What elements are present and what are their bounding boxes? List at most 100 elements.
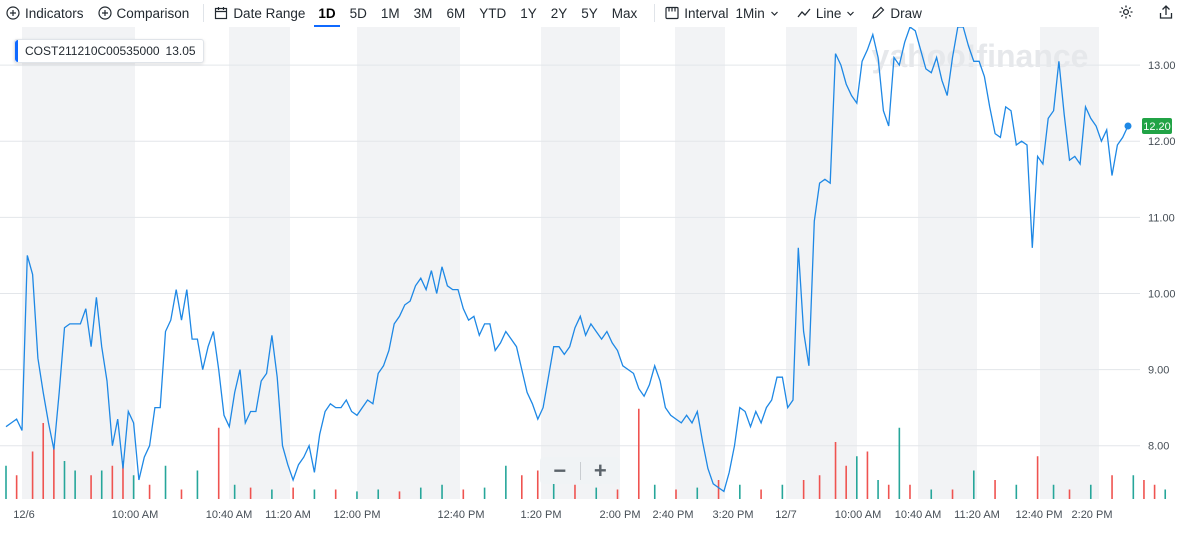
interval-value: 1Min: [735, 5, 765, 21]
comparison-label: Comparison: [116, 5, 190, 21]
legend-symbol-box[interactable]: COST211210C00535000 13.05: [14, 39, 204, 63]
interval-label: Interval: [684, 5, 729, 21]
interval-icon: [665, 6, 679, 20]
x-tick-label: 10:40 AM: [206, 509, 252, 521]
range-2y[interactable]: 2Y: [550, 5, 568, 21]
chart-area[interactable]: yahoo!finance 8.00 9.00 10.00 11.00 12.00 13.…: [0, 25, 1184, 529]
x-tick-label: 10:00 AM: [835, 509, 881, 521]
volume-bar: [441, 484, 443, 499]
volume-bar: [834, 442, 837, 499]
volume-bar: [675, 489, 677, 499]
x-tick-label: 10:40 AM: [895, 509, 941, 521]
comparison-button[interactable]: Comparison: [97, 5, 190, 21]
volume-bar: [994, 480, 996, 499]
range-selector: 1D 5D 1M 3M 6M YTD 1Y 2Y 5Y Max: [311, 5, 644, 27]
range-5d[interactable]: 5D: [349, 5, 367, 21]
volume-bar: [595, 487, 598, 499]
chevron-down-icon: [770, 11, 778, 16]
range-1d[interactable]: 1D: [311, 6, 342, 27]
range-5y[interactable]: 5Y: [581, 5, 598, 21]
volume-bar: [334, 489, 337, 499]
grid-lines: [0, 64, 1140, 447]
toolbar-right-actions: [1118, 4, 1174, 20]
gear-icon[interactable]: [1118, 4, 1134, 20]
date-range-button[interactable]: Date Range: [214, 6, 305, 21]
draw-button[interactable]: Draw: [871, 6, 922, 21]
volume-bar: [536, 470, 539, 499]
x-tick-label: 10:00 AM: [112, 509, 158, 521]
volume-bar: [100, 470, 103, 499]
x-tick-label: 1:20 PM: [521, 509, 562, 521]
volume-bar: [249, 487, 252, 499]
y-tick-label: 12.00: [1148, 136, 1176, 148]
volume-bar: [42, 423, 45, 499]
indicators-button[interactable]: Indicators: [6, 6, 84, 21]
volume-bar: [717, 480, 720, 499]
volume-bar: [53, 446, 55, 499]
volume-bar: [180, 489, 183, 499]
x-tick-label: 11:20 AM: [265, 509, 311, 521]
last-price-label: 12.20: [1143, 121, 1171, 133]
volume-bar: [1068, 489, 1071, 499]
volume-bar: [930, 489, 933, 499]
x-tick-label: 12:40 PM: [437, 509, 484, 521]
line-chart-icon: [797, 8, 811, 18]
x-tick-label: 12:00 PM: [333, 509, 380, 521]
volume-bar: [781, 484, 784, 499]
volume-bar: [1052, 484, 1055, 499]
volume-bar: [877, 480, 879, 499]
chart-toolbar: Indicators Comparison Date Range 1D 5D 1M 3…: [0, 0, 1184, 27]
volume-bar: [818, 475, 821, 499]
range-1y[interactable]: 1Y: [520, 5, 537, 21]
range-max[interactable]: Max: [611, 5, 638, 21]
volume-bar: [887, 484, 890, 499]
watermark: yahoo!finance: [872, 38, 1089, 74]
volume-bar: [521, 475, 523, 499]
chart-type-dropdown[interactable]: Line: [797, 6, 856, 21]
volume-bar: [63, 461, 66, 499]
volume-bar: [377, 489, 380, 499]
date-range-label: Date Range: [233, 5, 306, 21]
range-6m[interactable]: 6M: [446, 5, 466, 21]
session-band: [918, 27, 977, 499]
range-3m[interactable]: 3M: [413, 5, 433, 21]
legend-value: 13.05: [165, 44, 196, 58]
last-price-dot: [1124, 122, 1132, 130]
zoom-in-button[interactable]: +: [593, 458, 607, 483]
volume-bars: [5, 408, 1167, 499]
x-tick-label: 12:40 PM: [1015, 509, 1062, 521]
price-line: [5, 25, 1129, 493]
session-band: [541, 27, 620, 499]
volume-bar: [760, 489, 762, 499]
volume-bar: [972, 470, 975, 499]
volume-bar: [856, 456, 858, 499]
volume-bar: [616, 489, 619, 499]
y-tick-label: 13.00: [1148, 60, 1176, 72]
plus-circle-icon: [6, 6, 20, 20]
volume-bar: [356, 491, 358, 499]
share-icon[interactable]: [1158, 4, 1174, 20]
volume-bar: [313, 489, 316, 499]
volume-bar: [111, 465, 114, 499]
session-band: [229, 27, 290, 499]
session-band: [357, 27, 460, 499]
y-tick-label: 9.00: [1148, 365, 1169, 377]
price-chart[interactable]: yahoo!finance 8.00 9.00 10.00 11.00 12.00 13.…: [0, 25, 1184, 529]
volume-bar: [951, 489, 954, 499]
volume-bar: [122, 461, 124, 499]
volume-bar: [845, 465, 847, 499]
session-band: [786, 27, 857, 499]
volume-bar: [1111, 475, 1113, 499]
volume-bar: [233, 484, 236, 499]
volume-bar: [196, 470, 199, 499]
range-1m[interactable]: 1M: [380, 5, 400, 21]
range-ytd[interactable]: YTD: [479, 5, 507, 21]
volume-bar: [1164, 489, 1167, 499]
session-bands: [22, 27, 1099, 499]
volume-bar: [398, 491, 401, 499]
interval-dropdown[interactable]: Interval 1Min: [665, 6, 779, 21]
chevron-down-icon: [847, 11, 855, 16]
zoom-out-button[interactable]: −: [553, 458, 567, 483]
zoom-divider: [579, 461, 581, 480]
y-tick-label: 11.00: [1148, 212, 1175, 224]
